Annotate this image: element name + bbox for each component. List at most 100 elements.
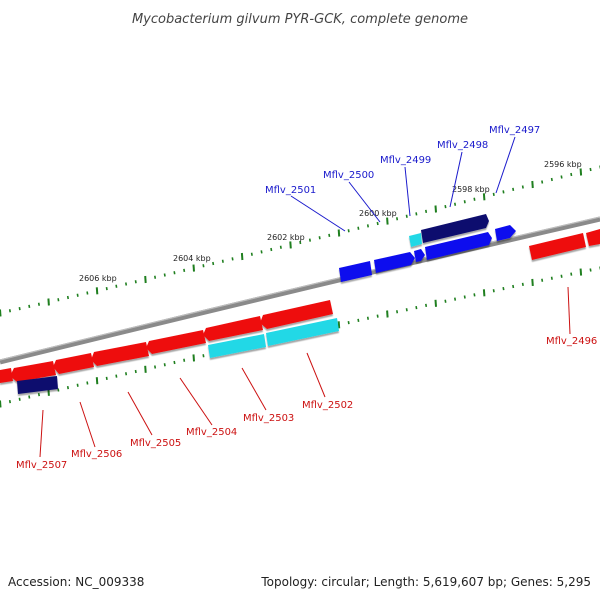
kbp-label-2602: 2602 kbp: [267, 233, 305, 242]
outer-tick: [521, 185, 524, 189]
gene-arrow-mflv-2506[interactable]: [53, 353, 94, 374]
inner-tick: [115, 374, 118, 378]
outer-tick: [454, 202, 457, 206]
gene-arrow-mflv-2502[interactable]: [260, 300, 333, 329]
inner-tick: [502, 286, 505, 291]
gene-arrow-mflv-2500[interactable]: [425, 232, 492, 260]
inner-tick: [425, 303, 428, 308]
outer-tick: [47, 298, 50, 306]
inner-tick: [366, 316, 369, 320]
outer-tick: [473, 197, 476, 201]
outer-tick: [328, 233, 331, 238]
outer-tick: [434, 205, 437, 213]
gene-arrow-mflv-2499[interactable]: [409, 233, 422, 247]
outer-tick: [589, 167, 592, 172]
gene-label-mflv-2502: Mflv_2502: [302, 400, 353, 411]
inner-tick: [57, 388, 60, 392]
gene-arrow-mflv-2507-red[interactable]: [10, 361, 56, 382]
gene-arrow-edge[interactable]: [0, 368, 13, 383]
inner-tick: [28, 395, 31, 399]
gene-arrow-mflv-2498[interactable]: [421, 214, 489, 243]
inner-tick: [415, 305, 418, 310]
gene-arrow-mflv-2496[interactable]: [529, 233, 586, 260]
outer-tick: [337, 229, 341, 237]
outer-tick: [221, 259, 224, 263]
leader-lines-bottom: [39, 286, 571, 458]
inner-tick: [541, 278, 544, 282]
inner-tick: [454, 297, 457, 301]
inner-tick: [95, 377, 99, 385]
inner-tick: [434, 299, 437, 307]
outer-tick: [396, 217, 399, 221]
gene-arrow-mflv-2500b[interactable]: [414, 249, 425, 262]
inner-tick: [482, 289, 486, 297]
gene-arrow-mflv-2505[interactable]: [91, 342, 149, 366]
outer-tick: [115, 284, 118, 288]
inner-tick: [492, 289, 495, 293]
inner-tick: [444, 299, 447, 303]
genome-backbone: [0, 216, 600, 365]
outer-tick: [183, 268, 186, 273]
inner-tick: [405, 308, 408, 312]
outer-tick: [105, 286, 108, 291]
gene-label-mflv-2500: Mflv_2500: [323, 170, 374, 181]
outer-tick: [386, 217, 389, 225]
outer-tick: [347, 229, 350, 233]
outer-tick: [579, 168, 583, 176]
inner-tick: [202, 354, 205, 358]
kbp-label-2600: 2600 kbp: [359, 209, 397, 218]
outer-tick: [28, 304, 31, 309]
inner-tick: [560, 274, 563, 278]
inner-tick: [37, 392, 40, 397]
accession-text: Accession: NC_009338: [8, 575, 144, 589]
inner-tick: [347, 320, 350, 325]
map-title: Mycobacterium gilvum PYR-GCK, complete g…: [132, 12, 468, 27]
inner-tick: [0, 400, 2, 408]
outer-tick: [570, 172, 573, 177]
inner-tick: [521, 282, 524, 287]
inner-tick: [192, 354, 195, 362]
gene-arrow-mflv-2504[interactable]: [146, 330, 206, 354]
gene-arrow-mflv-2503[interactable]: [208, 334, 266, 358]
gene-arrow-mflv-2496b[interactable]: [586, 229, 600, 246]
inner-tick: [396, 310, 399, 314]
gene-arrow-mflv-2501b[interactable]: [339, 261, 372, 282]
inner-tick: [18, 397, 21, 401]
gene-arrow-mflv-2497[interactable]: [495, 225, 516, 241]
outer-tick: [376, 221, 379, 226]
outer-tick: [86, 291, 89, 295]
outer-tick: [8, 309, 11, 313]
forward-genes: [339, 214, 516, 282]
inner-tick: [134, 369, 137, 374]
gene-label-mflv-2496: Mflv_2496: [546, 336, 597, 347]
kbp-label-2606: 2606 kbp: [79, 274, 117, 283]
inner-tick: [105, 376, 108, 381]
outer-tick: [212, 261, 215, 266]
gene-arrow-mflv-2507[interactable]: [17, 376, 58, 394]
inner-tick: [579, 268, 583, 276]
outer-tick: [482, 193, 486, 201]
outer-tick: [289, 241, 292, 249]
gene-label-mflv-2504: Mflv_2504: [186, 427, 237, 438]
outer-tick: [125, 282, 128, 286]
outer-tick: [405, 214, 408, 218]
outer-tick: [425, 209, 428, 214]
gene-label-mflv-2503: Mflv_2503: [243, 413, 294, 424]
outer-tick: [231, 257, 234, 261]
inner-tick: [183, 358, 186, 362]
inner-tick: [376, 314, 379, 318]
gene-label-mflv-2497: Mflv_2497: [489, 125, 540, 136]
gene-label-mflv-2505: Mflv_2505: [130, 438, 181, 449]
gene-arrow-mflv-2503-red[interactable]: [203, 316, 263, 341]
gene-arrow-mflv-2501[interactable]: [374, 252, 415, 273]
outer-tick: [134, 280, 137, 284]
gene-label-mflv-2498: Mflv_2498: [437, 140, 488, 151]
inner-tick: [76, 383, 79, 387]
tick-row-outer: [0, 165, 600, 317]
inner-tick: [144, 365, 147, 373]
outer-tick: [154, 275, 157, 279]
outer-tick: [560, 175, 563, 179]
outer-tick: [415, 212, 418, 216]
gene-arrow-mflv-2502-cyan[interactable]: [266, 318, 339, 346]
outer-tick: [308, 238, 311, 242]
